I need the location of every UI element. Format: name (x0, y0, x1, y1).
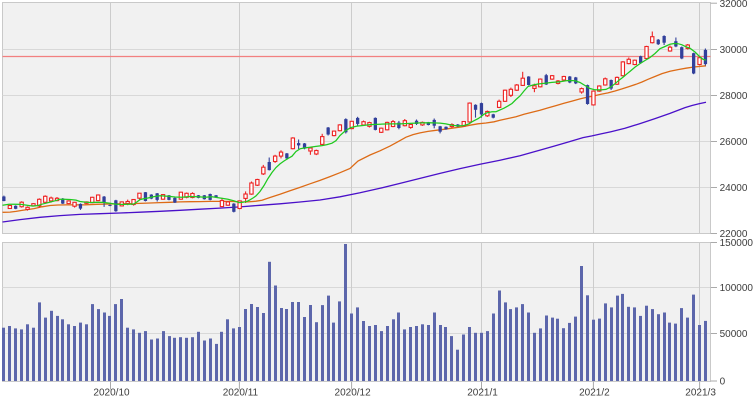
svg-text:22000: 22000 (720, 229, 748, 240)
svg-text:2020/12: 2020/12 (335, 388, 372, 399)
svg-text:2020/11: 2020/11 (223, 388, 259, 399)
svg-text:30000: 30000 (720, 45, 748, 56)
svg-text:26000: 26000 (720, 137, 748, 148)
svg-text:32000: 32000 (720, 0, 748, 10)
svg-text:2021/1: 2021/1 (467, 388, 498, 399)
svg-text:2020/10: 2020/10 (93, 388, 130, 399)
svg-text:150000: 150000 (720, 238, 754, 249)
svg-text:50000: 50000 (720, 329, 748, 340)
svg-text:0: 0 (720, 377, 726, 388)
svg-text:24000: 24000 (720, 183, 748, 194)
svg-text:100000: 100000 (720, 283, 754, 294)
svg-text:2021/2: 2021/2 (579, 388, 610, 399)
svg-text:2021/3: 2021/3 (685, 388, 716, 399)
svg-text:28000: 28000 (720, 91, 748, 102)
